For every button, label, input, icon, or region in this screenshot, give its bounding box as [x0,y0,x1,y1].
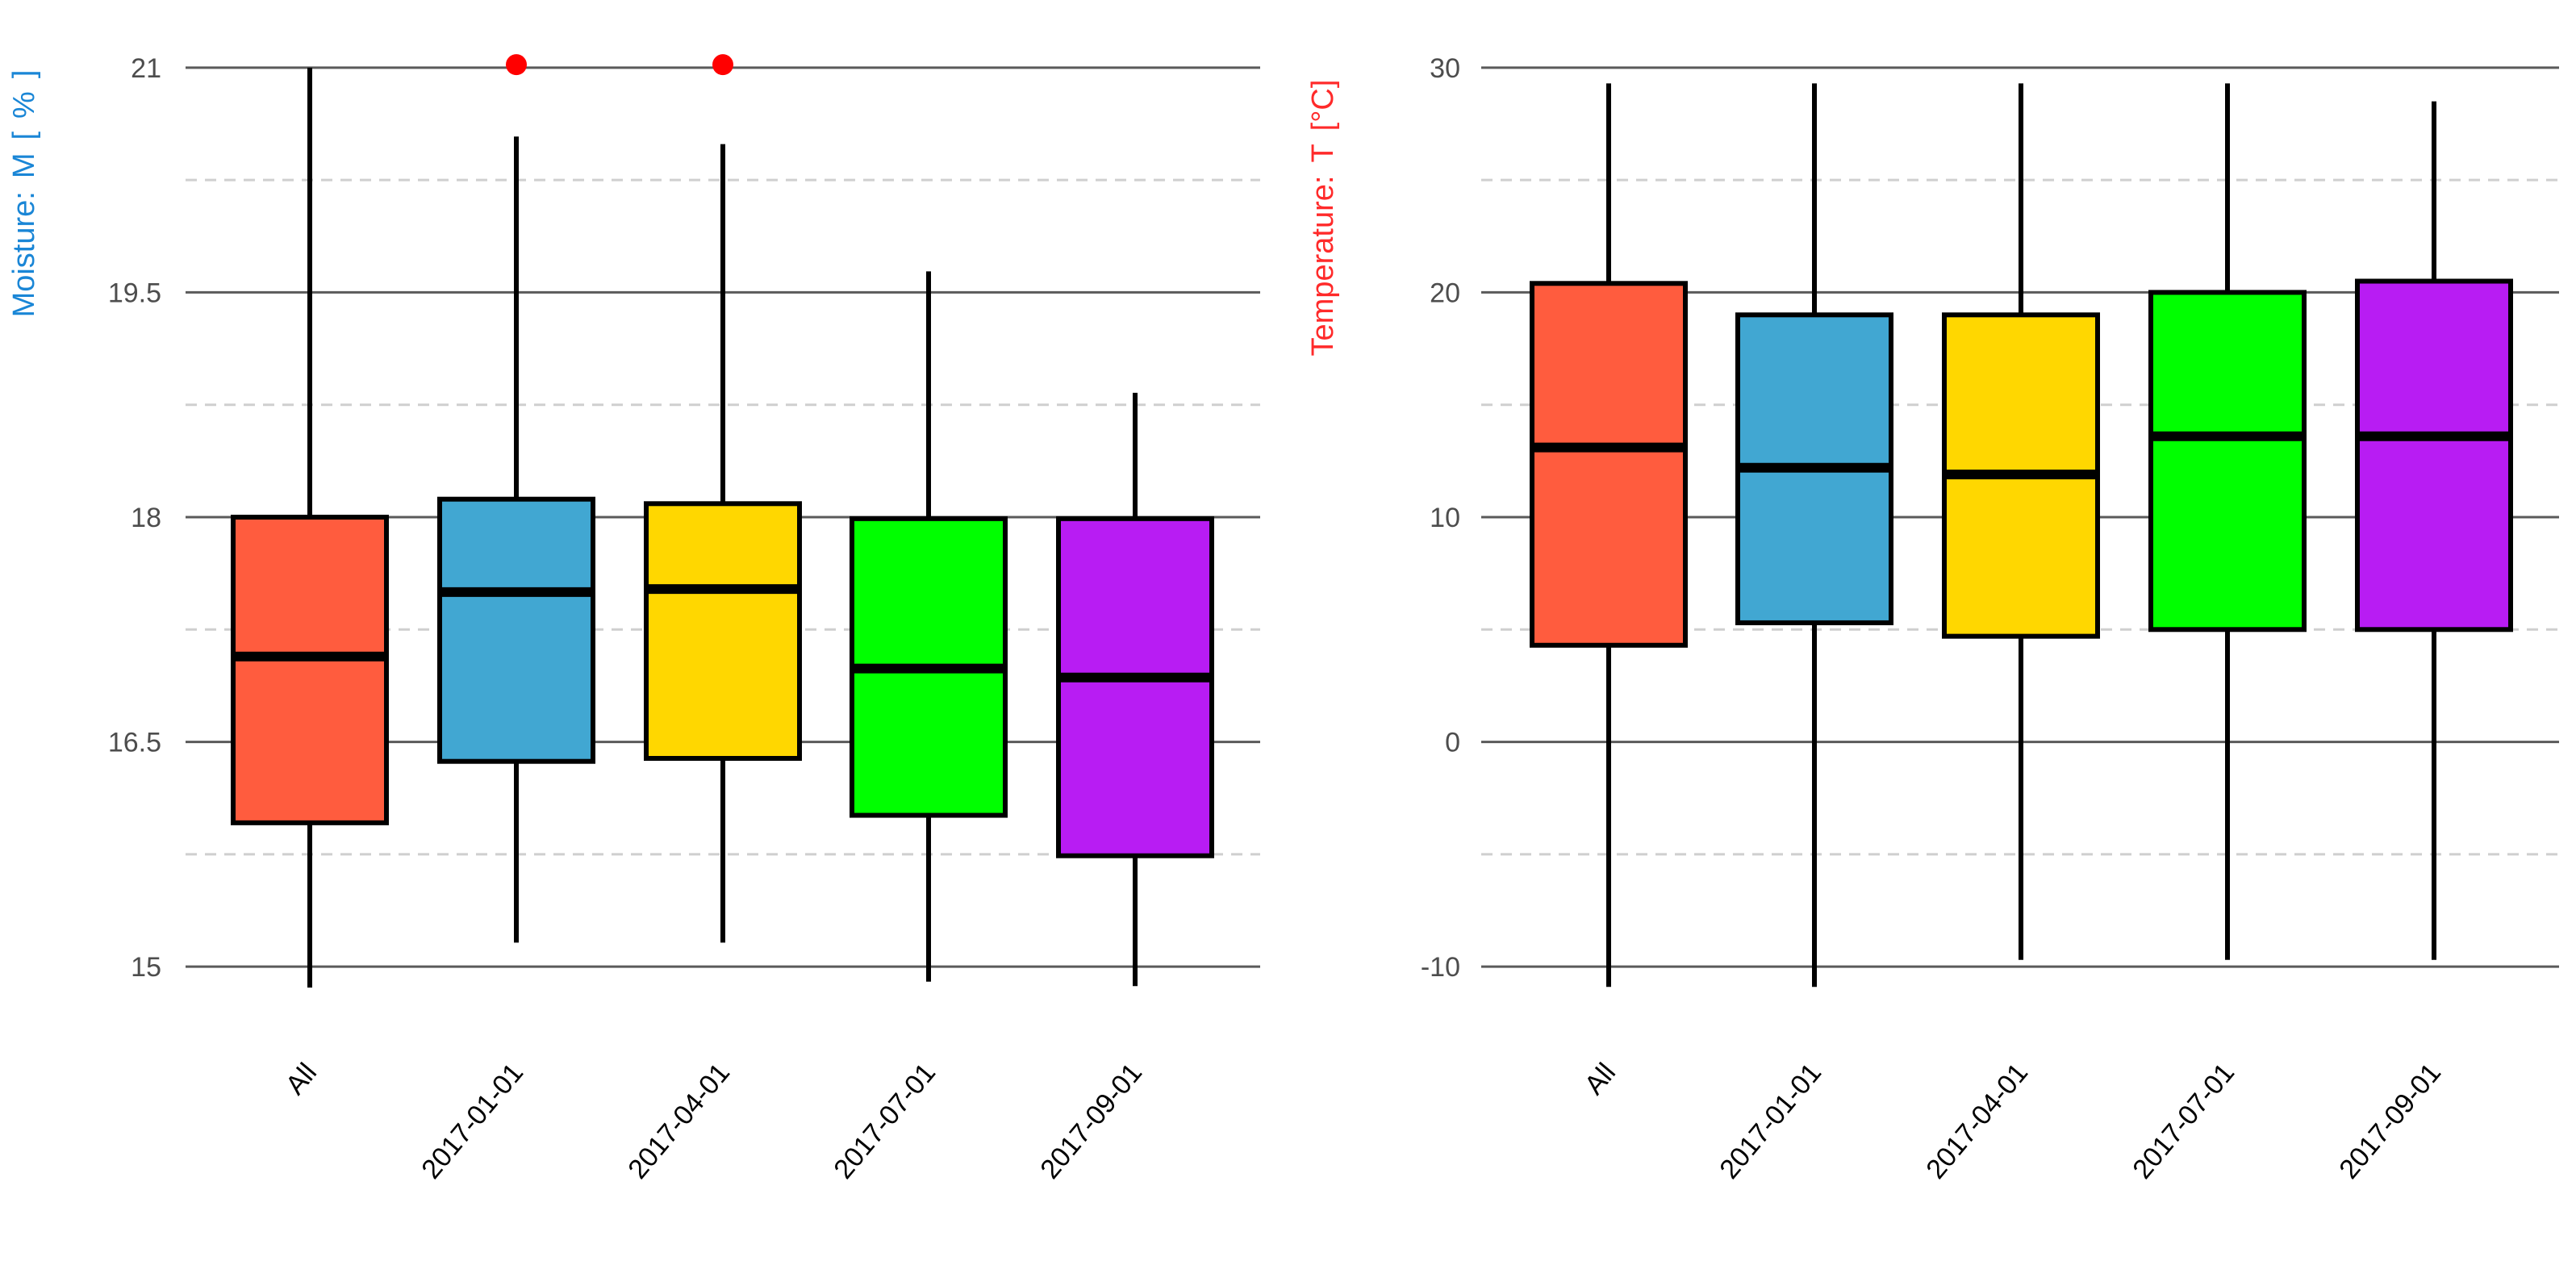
box-All [1530,83,1688,988]
box-2017-07-01 [850,271,1008,982]
y-tick-label: 18 [131,503,161,533]
box-body [2148,290,2307,633]
x-tick-label: 2017-09-01 [2333,1058,2447,1185]
y-tick-label: 15 [131,952,161,983]
box-2017-09-01 [2355,101,2513,960]
box-2017-01-01 [1735,83,1893,988]
y-axis-label-part: Temperature: [1306,176,1340,357]
chart-panel-1: 15 16.5 18 19.5 21 All 2017-01-01 2017-04-01 201… [7,53,1260,1185]
x-tick-label: 2017-01-01 [415,1058,529,1185]
outlier-point [506,54,527,76]
box-body [2355,278,2513,633]
x-tick-label: 2017-09-01 [1034,1058,1148,1185]
box-body [1056,516,1214,858]
x-tick-label: 2017-04-01 [622,1058,736,1185]
box-body [1530,281,1688,648]
y-axis-label-part: M [7,152,41,178]
box-All [231,67,389,988]
box-2017-01-01 [437,136,595,943]
box-2017-09-01 [1056,392,1214,987]
chart-panel-2: -10 0 10 20 30 All 2017-01-01 2017-04-01 2017-07… [1306,53,2559,1185]
y-tick-label: 16.5 [108,728,161,758]
box-2017-04-01 [644,144,802,943]
box-body [231,515,389,825]
outlier-point [712,54,733,76]
y-tick-label: -10 [1421,952,1460,983]
y-tick-label: 0 [1445,728,1460,758]
y-tick-label: 20 [1430,278,1460,308]
y-axis-label-part: Moisture: [7,191,41,317]
box-body [644,501,802,761]
y-tick-label: 10 [1430,503,1460,533]
box-2017-07-01 [2148,83,2307,960]
x-tick-label: 2017-07-01 [2127,1058,2240,1185]
y-axis-label-part: ] [7,70,41,79]
x-tick-label: 2017-01-01 [1714,1058,1827,1185]
y-tick-label: 30 [1430,53,1460,84]
x-tick-label: All [1579,1058,1622,1100]
y-axis-label: Temperature: T [°C] [1306,80,1340,357]
y-tick-label: 21 [131,53,161,84]
x-tick-label: 2017-07-01 [828,1058,941,1185]
y-tick-label: 19.5 [108,278,161,308]
x-tick-label: 2017-04-01 [1920,1058,2034,1185]
y-axis-label-part: T [1306,144,1340,162]
x-tick-label: All [280,1058,323,1100]
y-axis-label-part: [ [7,131,41,140]
y-axis-label: Moisture: M [%] [7,70,41,318]
y-axis-label-part: [°C] [1306,80,1340,132]
box-body [437,496,595,764]
box-2017-04-01 [1942,83,2100,960]
y-axis-label-part: % [7,91,41,119]
